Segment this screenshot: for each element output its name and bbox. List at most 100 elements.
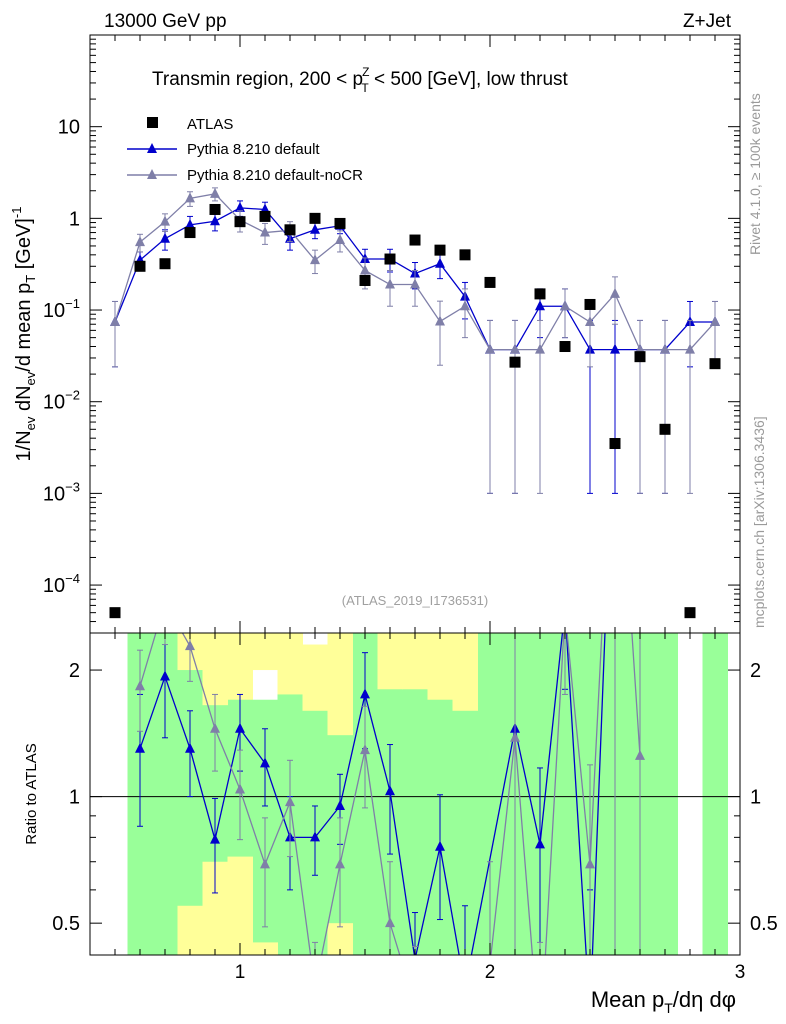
data-point-nocr	[260, 226, 270, 237]
data-point-nocr	[685, 343, 695, 354]
collision-label: 13000 GeV pp	[104, 11, 227, 32]
x-tick-label: 2	[485, 962, 496, 983]
ratio-band-yellow	[177, 905, 203, 955]
ratio-y-tick-label: 0.5	[52, 913, 80, 935]
legend-atlas-label: ATLAS	[187, 116, 233, 133]
ratio-plot-layer	[135, 633, 645, 955]
legend-nocr-label: Pythia 8.210 default-noCR	[187, 167, 363, 184]
data-point-default	[435, 257, 445, 268]
data-point-nocr	[310, 254, 320, 265]
data-point-atlas	[509, 356, 521, 368]
ratio-band-yellow	[252, 942, 278, 955]
ratio-point	[385, 785, 395, 796]
data-point-default	[235, 201, 245, 212]
ratio-point	[235, 722, 245, 733]
data-point-atlas	[559, 341, 571, 353]
ratio-band-yellow	[327, 633, 353, 736]
data-point-nocr	[385, 278, 395, 289]
ratio-point	[285, 796, 295, 807]
x-axis-label: Mean pT/dη dφ	[591, 987, 736, 1016]
data-point-atlas	[359, 274, 371, 286]
ratio-band-green	[702, 633, 728, 955]
data-point-nocr	[185, 192, 195, 203]
ratio-band-yellow	[377, 633, 403, 690]
legend-default-label: Pythia 8.210 default	[187, 141, 320, 158]
plot-title-post: < 500 [GeV], low thrust	[369, 69, 569, 90]
ratio-band-yellow	[202, 633, 228, 706]
y-tick-label: 10−3	[43, 479, 80, 505]
ratio-point	[235, 783, 245, 794]
data-point-nocr	[360, 264, 370, 275]
data-point-nocr	[535, 343, 545, 354]
ratio-point	[585, 858, 595, 869]
ratio-series-nocr	[135, 633, 645, 955]
ratio-point	[135, 680, 145, 691]
data-point-nocr	[485, 343, 495, 354]
ratio-ylabel: Ratio to ATLAS	[23, 743, 40, 844]
data-point-atlas	[209, 203, 221, 215]
data-point-atlas	[434, 244, 446, 256]
data-point-default	[535, 300, 545, 311]
plot-title-sup: Z	[362, 65, 369, 79]
ratio-point	[260, 757, 270, 768]
plot-title-sub: T	[361, 81, 369, 95]
data-point-atlas	[484, 276, 496, 288]
y-tick-label: 1	[69, 208, 80, 230]
x-tick-label: 1	[235, 962, 246, 983]
ratio-y-tick-label: 0.5	[750, 913, 778, 935]
data-point-atlas	[184, 227, 196, 239]
main-ylabel: 1/Nev dNev/d mean pT [GeV]-1	[9, 207, 38, 462]
ratio-band-green	[402, 679, 428, 955]
data-point-atlas	[334, 217, 346, 229]
data-point-nocr	[410, 278, 420, 289]
ratio-band-yellow	[452, 633, 478, 711]
ratio-point	[335, 858, 345, 869]
ratio-point	[185, 742, 195, 753]
mcplots-label: mcplots.cern.ch [arXiv:1306.3436]	[751, 416, 767, 628]
ratio-point	[635, 749, 645, 760]
data-point-nocr	[210, 187, 220, 198]
data-point-default	[610, 343, 620, 354]
ratio-point	[360, 744, 370, 755]
data-point-nocr	[585, 316, 595, 327]
data-point-nocr	[660, 343, 670, 354]
data-point-nocr	[710, 316, 720, 327]
data-point-nocr	[110, 316, 120, 327]
data-point-nocr	[560, 300, 570, 311]
data-point-default	[185, 218, 195, 229]
ratio-band-yellow	[277, 633, 303, 695]
analysis-id: (ATLAS_2019_I1736531)	[342, 593, 488, 608]
ratio-point	[185, 640, 195, 651]
ratio-y-tick-label: 2	[750, 660, 761, 682]
y-tick-label: 10−2	[43, 388, 80, 414]
data-point-atlas	[459, 249, 471, 261]
data-point-default	[310, 223, 320, 234]
data-point-nocr	[435, 315, 445, 326]
data-point-atlas	[609, 438, 621, 450]
data-point-default	[210, 215, 220, 226]
data-point-atlas	[259, 210, 271, 222]
data-point-atlas	[684, 607, 696, 619]
data-point-atlas	[134, 260, 146, 272]
ratio-point	[535, 838, 545, 849]
data-point-nocr	[635, 343, 645, 354]
data-point-atlas	[584, 298, 596, 310]
ratio-y-tick-label: 1	[750, 787, 761, 809]
main-plot-layer	[109, 187, 721, 619]
ratio-y-tick-label: 2	[69, 660, 80, 682]
ratio-point	[310, 831, 320, 842]
data-point-atlas	[234, 216, 246, 228]
data-point-nocr	[610, 287, 620, 298]
ratio-point	[210, 722, 220, 733]
data-point-default	[160, 232, 170, 243]
y-tick-label: 10−1	[43, 296, 80, 322]
legend: ATLAS Pythia 8.210 default Pythia 8.210 …	[127, 116, 363, 184]
ratio-band-green	[652, 633, 678, 955]
data-point-nocr	[160, 215, 170, 226]
data-point-atlas	[634, 351, 646, 363]
data-point-atlas	[709, 358, 721, 370]
ratio-band-yellow	[402, 633, 428, 690]
data-point-atlas	[159, 258, 171, 270]
ratio-point	[510, 731, 520, 742]
